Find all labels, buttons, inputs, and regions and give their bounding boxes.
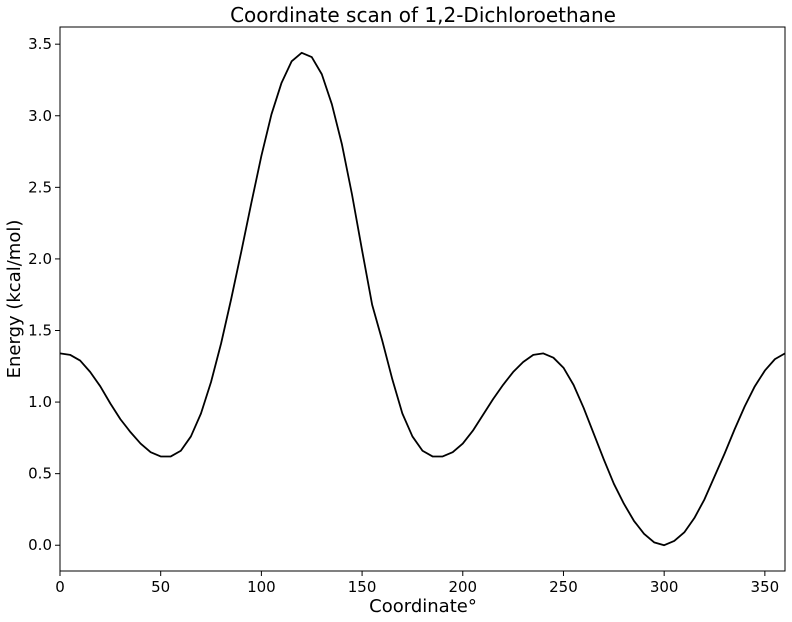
x-tick-label: 100 [247,578,276,596]
y-tick-label: 0.5 [28,465,52,483]
chart-title: Coordinate scan of 1,2-Dichloroethane [230,3,616,27]
x-axis-label: Coordinate° [369,596,477,617]
plot-area [59,51,786,547]
y-tick-label: 2.0 [28,250,52,268]
x-tick-label: 250 [549,578,578,596]
y-axis-label: Energy (kcal/mol) [4,220,25,379]
y-tick-label: 2.5 [28,178,52,196]
x-tick-label: 300 [650,578,679,596]
y-tick-label: 3.5 [28,35,52,53]
y-tick-label: 1.5 [28,321,52,339]
y-tick-label: 0.0 [28,536,52,554]
y-axis-ticks: 0.0 0.5 1.0 1.5 2.0 2.5 3.0 3.5 [28,35,60,554]
x-tick-label: 200 [448,578,477,596]
plot-frame [59,26,786,572]
x-axis-ticks: 0 50 100 150 200 250 300 350 [55,571,779,596]
x-tick-label: 50 [151,578,170,596]
y-tick-label: 1.0 [28,393,52,411]
series-line-0 [59,51,786,547]
x-tick-label: 0 [55,578,65,596]
x-tick-label: 150 [348,578,377,596]
y-tick-label: 3.0 [28,107,52,125]
x-tick-label: 350 [751,578,780,596]
